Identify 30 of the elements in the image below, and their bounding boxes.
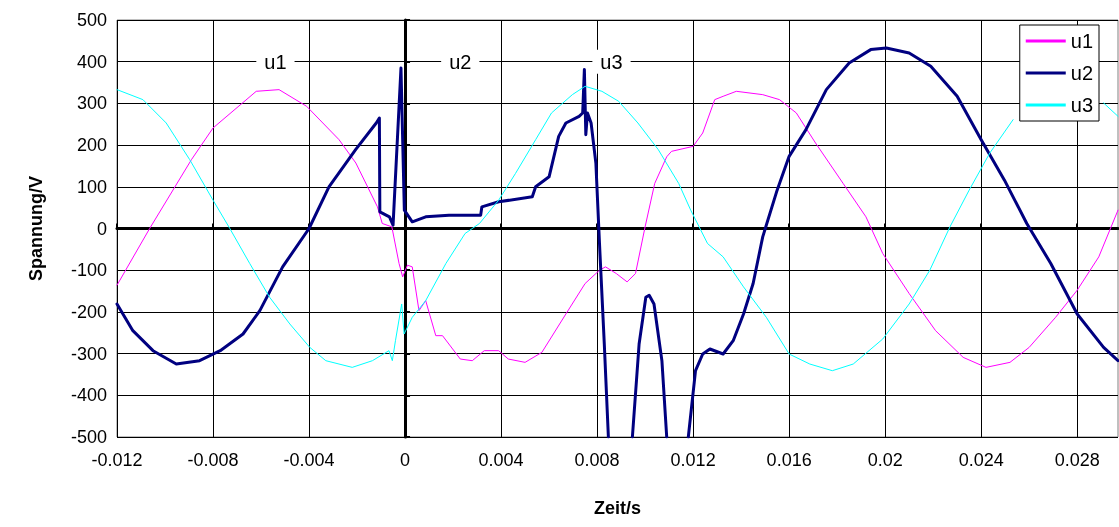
x-tick-label: 0.012 — [670, 450, 716, 470]
y-tick-label: -100 — [70, 260, 107, 281]
y-tick-label: -400 — [70, 385, 107, 406]
x-tick-label: -0.012 — [91, 450, 143, 470]
y-axis-title: Spannung/V — [26, 176, 46, 281]
x-tick-label: 0.024 — [958, 450, 1004, 470]
legend-label: u3 — [1070, 94, 1093, 116]
annotation: u2 — [449, 50, 472, 73]
x-tick-label: 0.004 — [478, 450, 524, 470]
x-tick-label: 0.02 — [867, 450, 903, 470]
y-tick-label: -300 — [70, 343, 107, 364]
x-tick-label: -0.008 — [187, 450, 239, 470]
legend-label: u1 — [1070, 30, 1093, 52]
y-tick-label: 500 — [76, 10, 107, 30]
x-tick-label: 0.028 — [1054, 450, 1100, 470]
y-tick-label: 100 — [76, 176, 107, 197]
legend-label: u2 — [1070, 62, 1093, 84]
annotation: u1 — [264, 50, 287, 73]
y-tick-label: -500 — [70, 427, 107, 447]
x-tick-label: -0.004 — [283, 450, 335, 470]
x-tick-label: 0.016 — [766, 450, 812, 470]
annotation: u3 — [600, 50, 623, 73]
y-tick-label: 200 — [76, 135, 107, 156]
y-tick-label: 0 — [96, 218, 107, 239]
x-tick-label: 0.008 — [574, 450, 620, 470]
x-axis-title: Zeit/s — [593, 498, 642, 518]
y-tick-label: 400 — [76, 51, 107, 72]
y-tick-label: -200 — [70, 301, 107, 322]
x-tick-label: 0 — [400, 450, 411, 470]
y-tick-label: 300 — [76, 93, 107, 114]
